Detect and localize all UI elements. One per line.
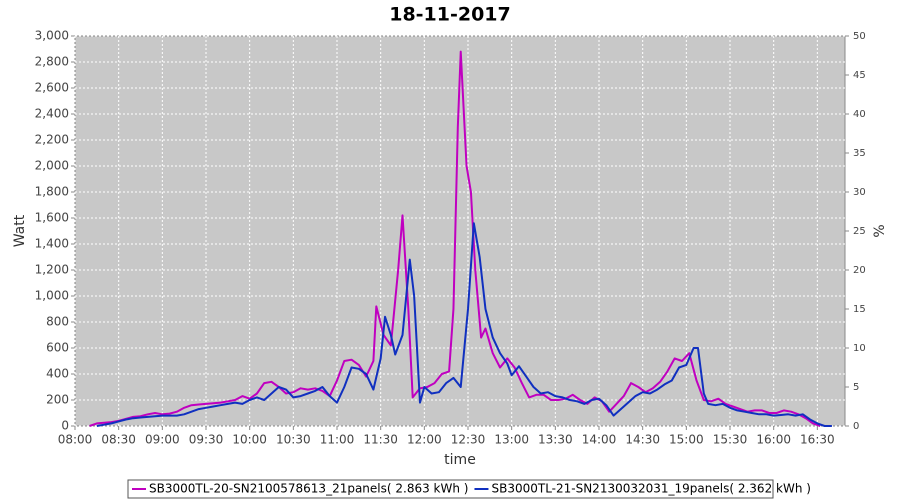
y-axis-label: Watt bbox=[12, 214, 28, 247]
y-tick-label: 1,800 bbox=[35, 185, 69, 199]
x-tick-label: 15:00 bbox=[669, 433, 704, 447]
y2-tick-label: 10 bbox=[853, 343, 866, 354]
y-tick-label: 1,400 bbox=[35, 237, 69, 251]
x-tick-label: 14:30 bbox=[625, 433, 660, 447]
x-tick-label: 12:30 bbox=[451, 433, 486, 447]
x-tick-label: 13:30 bbox=[538, 433, 573, 447]
y-tick-label: 2,000 bbox=[35, 159, 69, 173]
legend-label: SB3000TL-20-SN2100578613_21panels( 2.863… bbox=[149, 482, 468, 496]
y-tick-label: 2,600 bbox=[35, 81, 69, 95]
x-tick-label: 09:30 bbox=[189, 433, 224, 447]
y-tick-label: 2,800 bbox=[35, 55, 69, 69]
x-tick-label: 16:30 bbox=[800, 433, 835, 447]
y-tick-label: 3,000 bbox=[35, 29, 69, 43]
x-tick-label: 10:00 bbox=[232, 433, 267, 447]
y2-tick-label: 15 bbox=[853, 304, 866, 315]
y2-tick-label: 0 bbox=[853, 421, 859, 432]
x-tick-label: 11:00 bbox=[320, 433, 355, 447]
y2-tick-label: 35 bbox=[853, 148, 866, 159]
y-tick-label: 2,400 bbox=[35, 107, 69, 121]
y-tick-label: 1,200 bbox=[35, 263, 69, 277]
y-tick-label: 2,200 bbox=[35, 133, 69, 147]
y2-tick-label: 30 bbox=[853, 187, 866, 198]
y-tick-label: 0 bbox=[61, 419, 69, 433]
y2-tick-label: 50 bbox=[853, 31, 866, 42]
plot-area bbox=[74, 35, 846, 427]
y-tick-label: 1,000 bbox=[35, 289, 69, 303]
x-tick-label: 16:00 bbox=[756, 433, 791, 447]
series-line bbox=[96, 222, 832, 427]
x-tick-label: 10:30 bbox=[276, 433, 311, 447]
legend bbox=[127, 479, 774, 499]
chart-title: 18-11-2017 bbox=[389, 4, 511, 26]
y2-axis-label: % bbox=[872, 224, 888, 237]
y2-tick-label: 25 bbox=[853, 226, 866, 237]
x-tick-label: 13:00 bbox=[494, 433, 529, 447]
y2-tick-label: 45 bbox=[853, 70, 866, 81]
x-tick-label: 14:00 bbox=[582, 433, 617, 447]
y-tick-label: 800 bbox=[46, 315, 69, 329]
y-tick-label: 400 bbox=[46, 367, 69, 381]
y2-tick-label: 20 bbox=[853, 265, 866, 276]
y-tick-label: 200 bbox=[46, 393, 69, 407]
series-line bbox=[89, 50, 821, 427]
y-tick-label: 1,600 bbox=[35, 211, 69, 225]
x-tick-label: 09:00 bbox=[145, 433, 180, 447]
x-tick-label: 15:30 bbox=[713, 433, 748, 447]
x-tick-label: 08:00 bbox=[58, 433, 93, 447]
x-tick-label: 12:00 bbox=[407, 433, 442, 447]
y2-tick-label: 5 bbox=[853, 382, 859, 393]
x-axis-label: time bbox=[444, 452, 476, 468]
x-tick-label: 08:30 bbox=[101, 433, 136, 447]
legend-label: SB3000TL-21-SN2130032031_19panels( 2.362… bbox=[491, 482, 810, 496]
y-tick-label: 600 bbox=[46, 341, 69, 355]
y2-tick-label: 40 bbox=[853, 109, 866, 120]
x-tick-label: 11:30 bbox=[363, 433, 398, 447]
